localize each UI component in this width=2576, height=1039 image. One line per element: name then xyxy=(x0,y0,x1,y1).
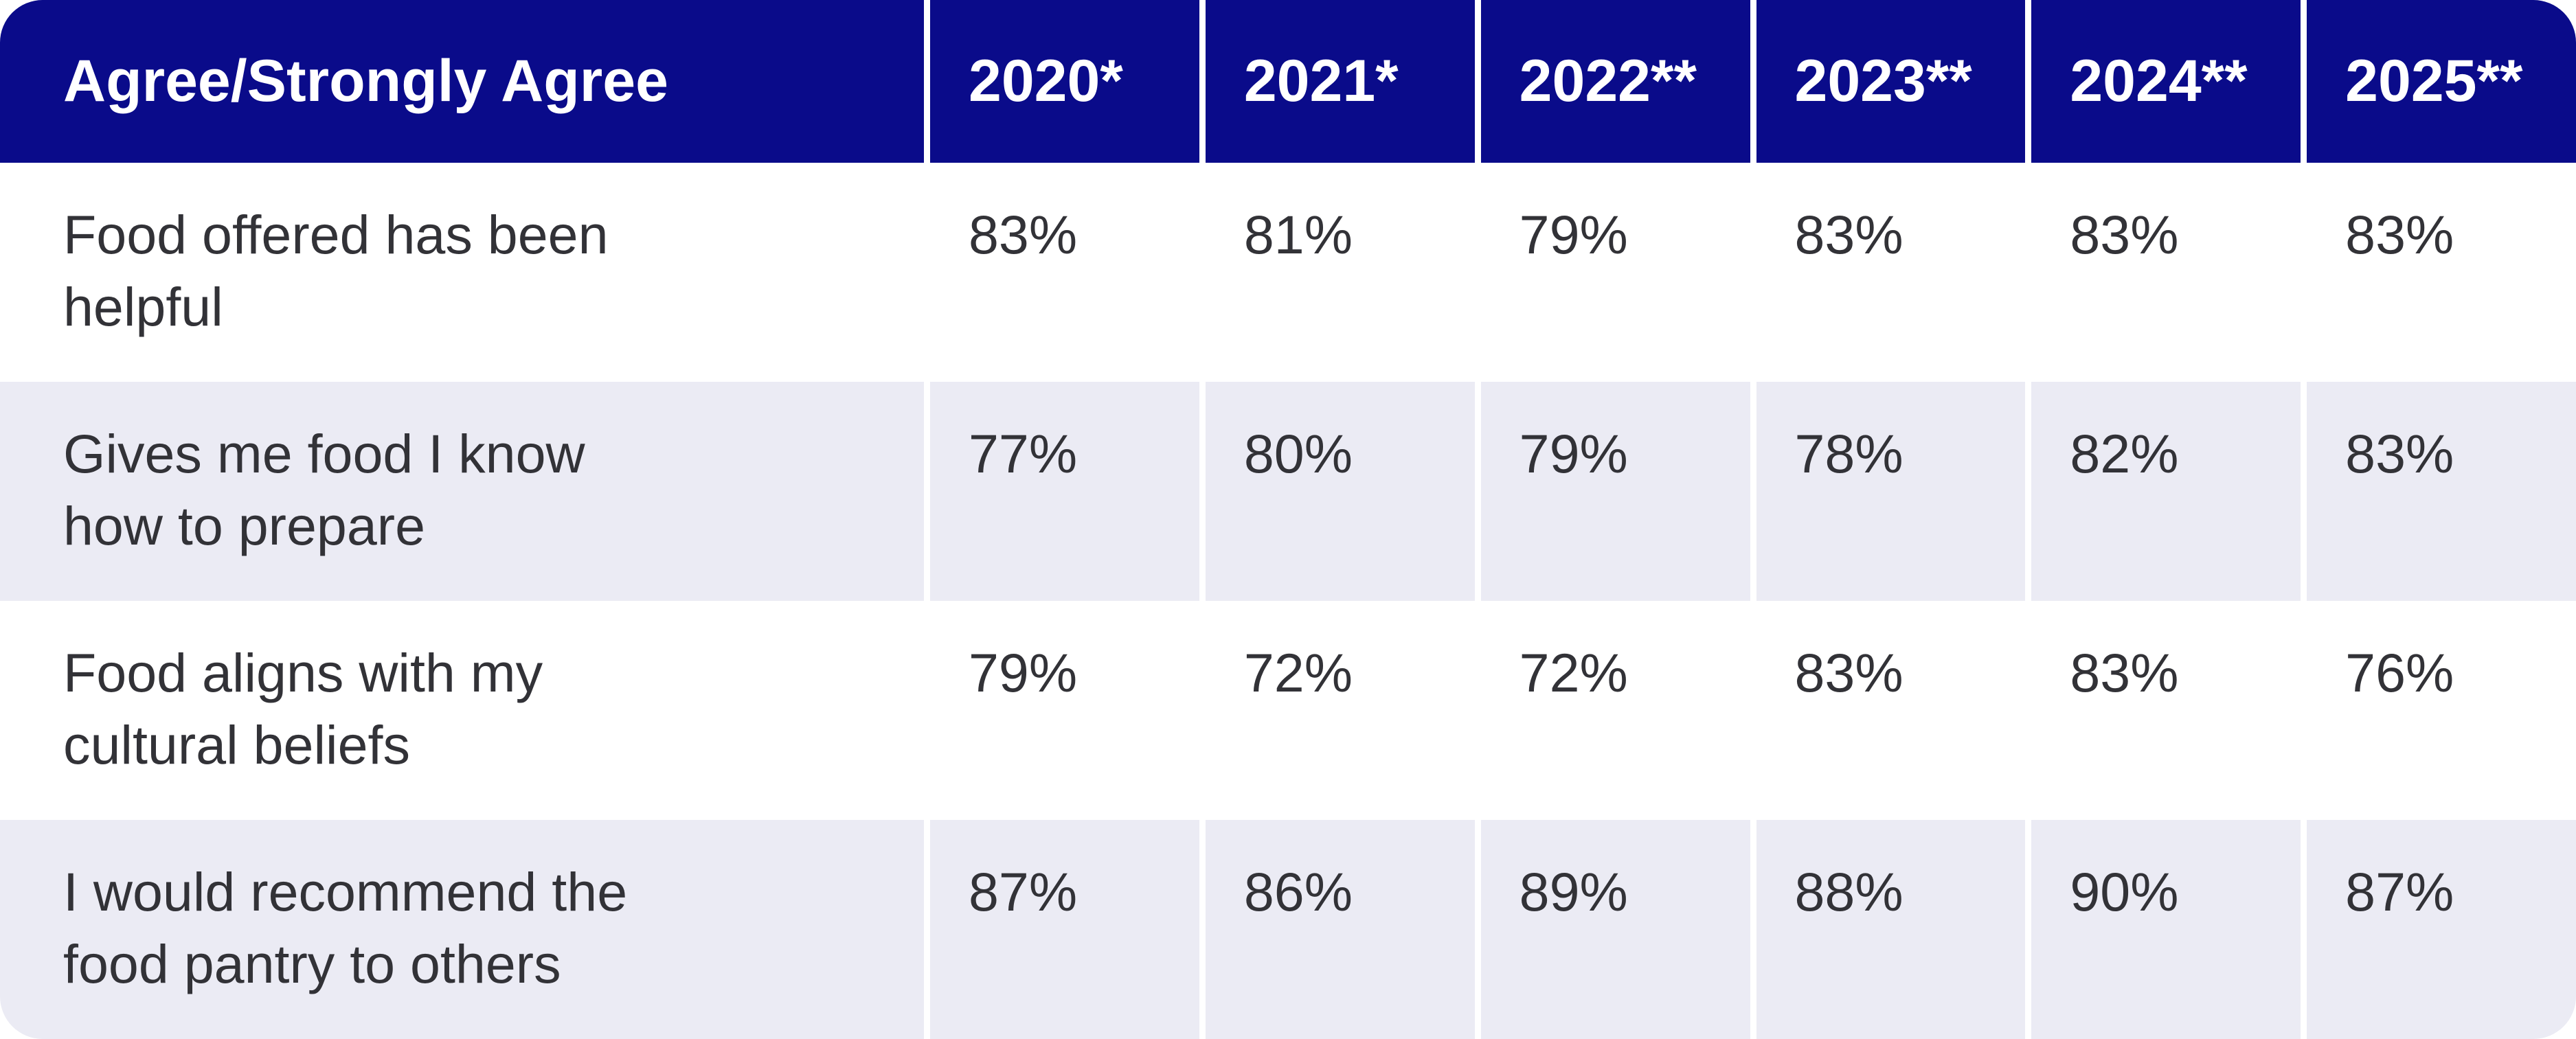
value-cell: 83% xyxy=(2025,163,2301,382)
value-cell: 89% xyxy=(1474,820,1750,1039)
value-cell: 83% xyxy=(1750,163,2026,382)
value-cell: 88% xyxy=(1750,820,2026,1039)
value-cell: 77% xyxy=(924,382,1199,601)
header-year-2023: 2023** xyxy=(1750,0,2026,163)
value-cell: 90% xyxy=(2025,820,2301,1039)
value-cell: 81% xyxy=(1199,163,1475,382)
row-label-line: Food aligns with my xyxy=(63,642,543,703)
value-cell: 83% xyxy=(1750,601,2026,820)
value-cell: 80% xyxy=(1199,382,1475,601)
header-category-cell: Agree/Strongly Agree xyxy=(0,0,924,163)
row-label-line: Food offered has been xyxy=(63,204,609,265)
row-label-cell: Gives me food I know how to prepare xyxy=(0,382,924,601)
row-label-line: I would recommend the xyxy=(63,861,628,922)
value-cell: 83% xyxy=(2025,601,2301,820)
value-cell: 78% xyxy=(1750,382,2026,601)
value-cell: 72% xyxy=(1199,601,1475,820)
value-cell: 83% xyxy=(924,163,1199,382)
row-label-cell: Food aligns with my cultural beliefs xyxy=(0,601,924,820)
row-label-cell: I would recommend the food pantry to oth… xyxy=(0,820,924,1039)
value-cell: 79% xyxy=(1474,382,1750,601)
header-year-2020: 2020* xyxy=(924,0,1199,163)
row-label-line: helpful xyxy=(63,276,223,337)
header-year-2021: 2021* xyxy=(1199,0,1475,163)
row-label-line: cultural beliefs xyxy=(63,714,410,775)
value-cell: 76% xyxy=(2301,601,2576,820)
header-year-2024: 2024** xyxy=(2025,0,2301,163)
row-label-cell: Food offered has been helpful xyxy=(0,163,924,382)
value-cell: 72% xyxy=(1474,601,1750,820)
value-cell: 83% xyxy=(2301,382,2576,601)
value-cell: 86% xyxy=(1199,820,1475,1039)
value-cell: 79% xyxy=(1474,163,1750,382)
value-cell: 83% xyxy=(2301,163,2576,382)
value-cell: 87% xyxy=(2301,820,2576,1039)
row-label-line: how to prepare xyxy=(63,495,426,556)
header-year-2025: 2025** xyxy=(2301,0,2576,163)
row-label-line: food pantry to others xyxy=(63,933,561,994)
row-label-line: Gives me food I know xyxy=(63,423,585,484)
header-year-2022: 2022** xyxy=(1474,0,1750,163)
value-cell: 82% xyxy=(2025,382,2301,601)
value-cell: 87% xyxy=(924,820,1199,1039)
value-cell: 79% xyxy=(924,601,1199,820)
